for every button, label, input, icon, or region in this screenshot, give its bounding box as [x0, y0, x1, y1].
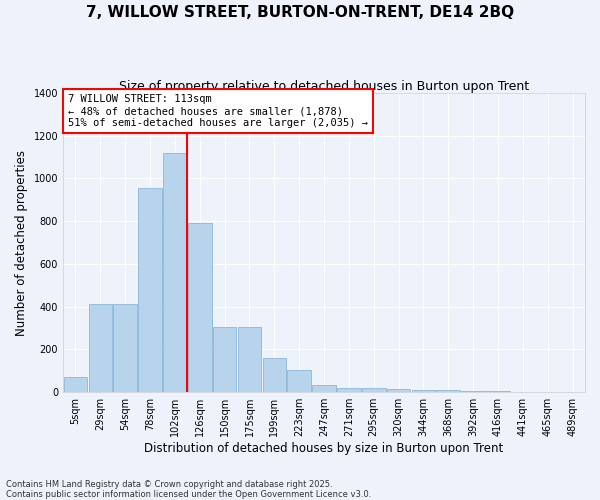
Bar: [213, 327, 236, 392]
Bar: [362, 388, 386, 392]
Bar: [436, 390, 460, 392]
Text: 7 WILLOW STREET: 113sqm
← 48% of detached houses are smaller (1,878)
51% of semi: 7 WILLOW STREET: 113sqm ← 48% of detache…: [68, 94, 368, 128]
Bar: [412, 390, 435, 392]
Title: Size of property relative to detached houses in Burton upon Trent: Size of property relative to detached ho…: [119, 80, 529, 93]
Text: 7, WILLOW STREET, BURTON-ON-TRENT, DE14 2BQ: 7, WILLOW STREET, BURTON-ON-TRENT, DE14 …: [86, 5, 514, 20]
Bar: [113, 304, 137, 392]
X-axis label: Distribution of detached houses by size in Burton upon Trent: Distribution of detached houses by size …: [145, 442, 503, 455]
Bar: [238, 327, 261, 392]
Bar: [461, 391, 485, 392]
Text: Contains HM Land Registry data © Crown copyright and database right 2025.
Contai: Contains HM Land Registry data © Crown c…: [6, 480, 371, 499]
Bar: [138, 188, 162, 392]
Bar: [163, 153, 187, 392]
Bar: [312, 384, 336, 392]
Bar: [188, 224, 212, 392]
Bar: [287, 370, 311, 392]
Bar: [337, 388, 361, 392]
Bar: [89, 304, 112, 392]
Bar: [387, 389, 410, 392]
Y-axis label: Number of detached properties: Number of detached properties: [15, 150, 28, 336]
Bar: [64, 377, 87, 392]
Bar: [263, 358, 286, 392]
